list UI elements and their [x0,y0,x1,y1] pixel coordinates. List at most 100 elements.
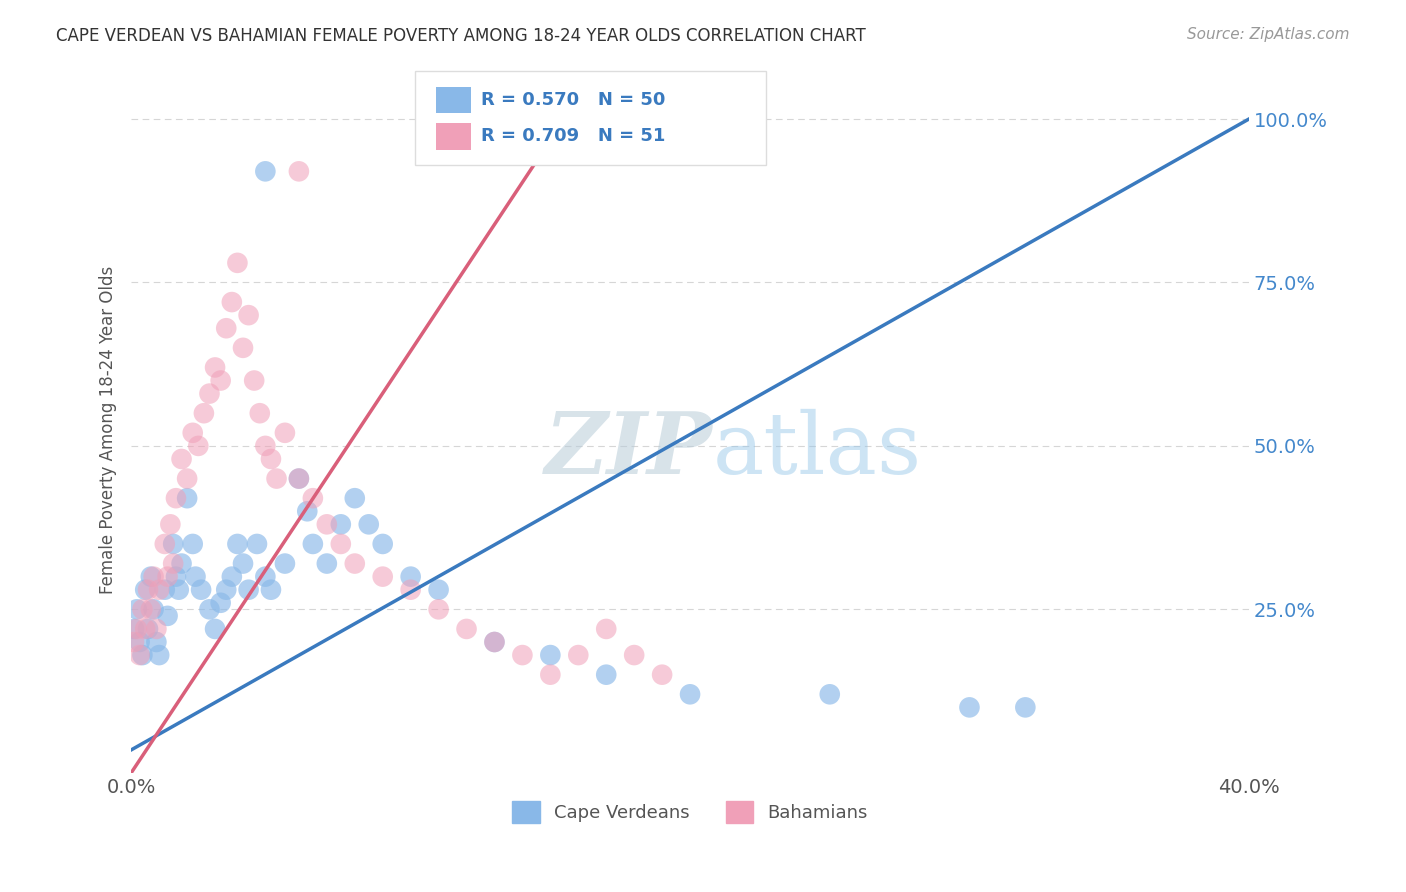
Point [190,582,212,597]
Text: R = 0.709   N = 51: R = 0.709 N = 51 [481,128,665,145]
Point [187,439,209,453]
Point [1014,700,1036,714]
Point [142,569,165,583]
Text: R = 0.570   N = 50: R = 0.570 N = 50 [481,91,665,109]
Point [156,569,179,583]
Point [221,295,243,310]
Point [165,491,187,506]
Point [198,386,221,401]
Point [142,602,165,616]
Point [243,374,266,388]
Point [254,569,277,583]
Legend: Cape Verdeans, Bahamians: Cape Verdeans, Bahamians [503,792,877,832]
Point [315,517,337,532]
Point [238,582,260,597]
Point [651,667,673,681]
Point [167,582,190,597]
Point [134,622,156,636]
Point [246,537,269,551]
Point [204,360,226,375]
Text: atlas: atlas [713,409,921,491]
Point [315,557,337,571]
Point [148,648,170,662]
Point [302,537,325,551]
Point [288,472,311,486]
Point [254,439,277,453]
Point [232,341,254,355]
Point [153,537,176,551]
Point [165,569,187,583]
Point [595,622,617,636]
Point [156,608,179,623]
Point [343,491,366,506]
Point [399,569,422,583]
Point [170,557,193,571]
Point [209,374,232,388]
Text: ZIP: ZIP [544,409,713,491]
Point [226,256,249,270]
Text: Source: ZipAtlas.com: Source: ZipAtlas.com [1187,27,1350,42]
Point [357,517,380,532]
Point [131,602,153,616]
Point [288,472,311,486]
Point [538,667,561,681]
Point [232,557,254,571]
Text: CAPE VERDEAN VS BAHAMIAN FEMALE POVERTY AMONG 18-24 YEAR OLDS CORRELATION CHART: CAPE VERDEAN VS BAHAMIAN FEMALE POVERTY … [56,27,866,45]
Point [125,622,148,636]
Point [249,406,271,420]
Point [128,648,150,662]
Point [193,406,215,420]
Point [238,308,260,322]
Point [148,582,170,597]
Point [512,648,534,662]
Point [266,472,288,486]
Point [623,648,645,662]
Point [198,602,221,616]
Point [162,537,184,551]
Point [176,472,198,486]
Point [274,557,297,571]
Point [254,164,277,178]
Point [176,491,198,506]
Point [170,452,193,467]
Point [297,504,319,518]
Point [427,602,450,616]
Point [136,622,159,636]
Point [122,635,145,649]
Point [145,635,167,649]
Point [371,537,394,551]
Point [209,596,232,610]
Point [131,648,153,662]
Point [595,667,617,681]
Point [959,700,981,714]
Point [181,425,204,440]
Point [567,648,589,662]
Point [399,582,422,597]
Point [145,622,167,636]
Point [181,537,204,551]
Point [139,602,162,616]
Point [162,557,184,571]
Point [538,648,561,662]
Point [329,517,352,532]
Point [371,569,394,583]
Point [818,687,841,701]
Point [184,569,207,583]
Point [204,622,226,636]
Point [329,537,352,551]
Y-axis label: Female Poverty Among 18-24 Year Olds: Female Poverty Among 18-24 Year Olds [100,266,117,594]
Point [456,622,478,636]
Point [484,635,506,649]
Point [159,517,181,532]
Point [288,164,311,178]
Point [125,602,148,616]
Point [122,622,145,636]
Point [215,321,238,335]
Point [153,582,176,597]
Point [274,425,297,440]
Point [484,635,506,649]
Point [136,582,159,597]
Point [343,557,366,571]
Point [260,582,283,597]
Point [215,582,238,597]
